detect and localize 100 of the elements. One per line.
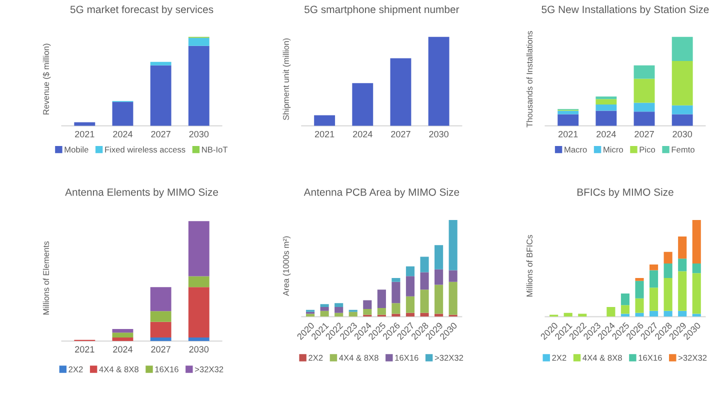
x-tick-label: 2021 [75,346,94,353]
bar [428,36,450,126]
bar [692,220,701,264]
x-tick-label: 2030 [189,130,209,138]
bar [406,266,415,276]
legend-label: Mobile [64,146,88,153]
x-tick-label: 2021 [558,130,578,138]
chart-title: 5G New Installations by Station Size [542,5,709,16]
bar [392,282,400,304]
legend-label: 16X16 [395,354,418,361]
x-tick-label: 2030 [189,346,209,353]
bar [320,304,329,308]
legend-label: 2X2 [552,354,566,361]
x-tick-label: 2024 [113,130,133,138]
bar [150,337,172,342]
bar [420,312,429,317]
x-tick-label: 2024 [596,130,616,138]
bar [606,307,616,317]
bar [320,307,329,311]
legend-label: Macro [564,146,587,153]
legend-label: 16X16 [638,354,662,361]
legend-label: Pico [640,146,656,153]
x-tick-label: 2030 [672,130,692,138]
bar [406,276,415,296]
bar [112,102,134,126]
legend-label: >32X32 [194,366,224,372]
chart-title: 5G smartphone shipment number [304,5,460,16]
bar [649,310,658,317]
bar [634,65,655,79]
bar [390,58,412,126]
bar [188,287,210,338]
bar [596,96,617,100]
y-axis-title: Millions of Elements [42,241,50,314]
bar [434,245,444,270]
bar [664,310,672,317]
bar [620,305,630,314]
bar [363,308,372,315]
bar [692,264,701,274]
bar [649,288,658,311]
bar [448,282,458,315]
legend-label: 2X2 [308,354,323,361]
bar [558,110,579,114]
chart-title: Antenna Elements by MIMO Size [65,188,218,198]
chart-title: BFICs by MIMO Size [577,188,674,198]
bar [377,308,386,315]
bar [392,303,400,314]
bar [634,112,655,126]
bar [150,62,172,66]
bar [188,46,210,126]
bar [678,310,687,317]
bar [664,278,672,311]
bar [649,264,658,270]
bar [112,332,134,338]
bar [692,273,701,314]
bar [363,300,372,309]
legend-label: >32X32 [434,354,464,361]
bar [635,298,644,313]
bar [150,322,172,338]
bar [334,303,344,308]
legend-label: 16X16 [155,366,178,372]
bar [434,269,444,285]
bar [678,236,687,259]
bar [448,270,458,282]
x-tick-label: 2021 [314,130,334,138]
bar [320,310,329,317]
bar [334,307,344,313]
bar [112,329,134,333]
legend-label: Femto [672,146,694,153]
bar [420,272,429,290]
bar [188,276,210,288]
bar [672,36,693,61]
y-axis-title: Area (1000s m²) [282,236,291,296]
bar [596,104,617,111]
bar [150,311,172,322]
legend-label: Micro [604,146,623,153]
bar [352,83,374,126]
bar [620,293,630,306]
legend-label: 4X4 & 8X8 [99,366,138,372]
legend-label: >32X32 [678,354,707,361]
bar [649,270,658,288]
bar [678,271,687,311]
x-tick-label: 2024 [353,130,372,138]
bar [596,99,617,105]
bar [188,337,210,342]
y-axis-title: Revenue ($ million) [42,44,51,114]
x-tick-label: 2021 [75,130,94,138]
bar [420,290,429,313]
legend-label: 2X2 [68,366,83,372]
y-axis-title: Shipment unit (million) [282,38,291,120]
y-axis-title: Millions of BFICs [526,234,532,296]
bar [448,220,458,270]
bar [348,312,358,317]
bar [112,337,134,342]
bar [314,115,336,126]
x-tick-label: 2027 [634,130,654,138]
x-tick-label: 2030 [429,130,448,138]
chart-title: 5G market forecast by services [70,5,214,16]
chart-title: Antenna PCB Area by MIMO Size [304,188,460,198]
bar [188,38,210,46]
bar [635,280,644,298]
